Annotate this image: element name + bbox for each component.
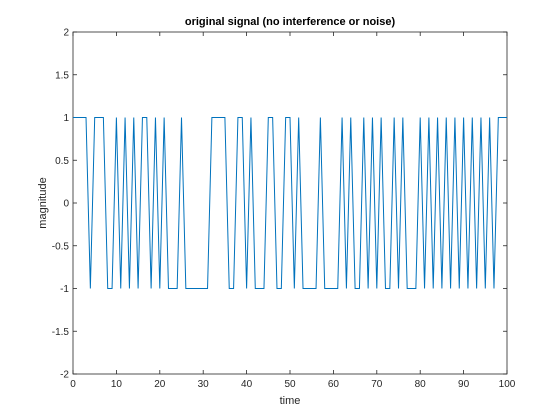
x-tick-label: 20 <box>154 379 166 390</box>
x-axis: 0 10 20 30 40 50 60 70 80 90 100 <box>70 32 516 390</box>
plot-area <box>72 31 508 375</box>
series-line <box>73 117 507 289</box>
x-tick-label: 60 <box>328 379 340 390</box>
y-axis-label: magnitude <box>37 177 49 228</box>
x-tick-label: 30 <box>198 379 210 390</box>
y-tick-label: -0.5 <box>52 241 70 252</box>
y-tick-label: 1.5 <box>55 70 69 81</box>
x-tick-label: 80 <box>415 379 427 390</box>
x-tick-label: 100 <box>499 379 516 390</box>
x-axis-label: time <box>280 395 301 407</box>
y-tick-label: -1 <box>60 284 69 295</box>
x-tick-label: 90 <box>458 379 470 390</box>
chart-title: original signal (no interference or nois… <box>185 16 396 28</box>
x-tick-label: 50 <box>284 379 296 390</box>
x-tick-label: 70 <box>371 379 383 390</box>
x-tick-label: 0 <box>70 379 76 390</box>
y-tick-label: -2 <box>60 370 69 381</box>
x-tick-label: 10 <box>111 379 123 390</box>
y-tick-label: 2 <box>63 28 69 39</box>
x-tick-label: 40 <box>241 379 253 390</box>
y-tick-label: 1 <box>63 113 69 124</box>
y-axis: -2 -1.5 -1 -0.5 0 0.5 1 1.5 2 <box>52 28 507 381</box>
y-tick-label: 0 <box>63 199 69 210</box>
y-tick-label: -1.5 <box>52 327 70 338</box>
y-tick-label: 0.5 <box>55 156 69 167</box>
